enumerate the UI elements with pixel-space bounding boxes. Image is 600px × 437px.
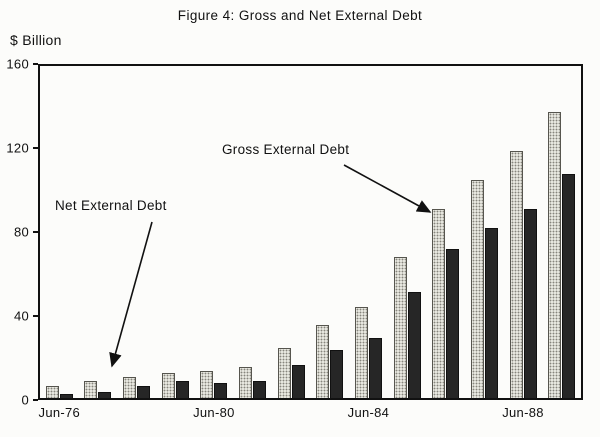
x-tick-label: Jun-76	[38, 405, 81, 420]
net-bar	[175, 381, 189, 398]
net-bar	[59, 393, 73, 398]
bar-group-jun-78	[123, 66, 151, 398]
gross-bar	[161, 373, 175, 398]
chart-title: Figure 4: Gross and Net External Debt	[177, 8, 423, 23]
bar-group-jun-89	[548, 66, 576, 398]
gross-bar	[548, 111, 562, 398]
gross-bar	[470, 180, 484, 398]
bar-group-jun-85	[393, 66, 421, 398]
y-tick-label: 0	[21, 392, 29, 408]
y-axis: 0 40 80 120 160	[0, 57, 38, 408]
bar-group-jun-83	[316, 66, 344, 398]
net-bar	[137, 385, 151, 398]
net-bar	[291, 364, 305, 398]
y-tick-mark	[33, 147, 38, 149]
gross-debt-annotation: Gross External Debt	[222, 142, 350, 157]
net-debt-annotation: Net External Debt	[55, 198, 167, 213]
bar-group-jun-86	[432, 66, 460, 398]
gross-bar	[84, 381, 98, 398]
net-bar	[330, 350, 344, 398]
bar-group-jun-79	[161, 66, 189, 398]
x-tick-label: Jun-80	[193, 405, 235, 420]
bar-group-jun-76: Jun-76	[39, 66, 80, 420]
y-axis-unit-label: $ Billion	[10, 32, 62, 48]
plot-area: Jun-76 Jun-80 Jun-84 Jun-88	[38, 64, 583, 420]
gross-bar	[393, 256, 407, 398]
x-tick-label: Jun-84	[347, 405, 390, 420]
gross-bar	[432, 209, 446, 398]
bar-group-jun-88: Jun-88	[502, 66, 543, 420]
net-bar	[446, 248, 460, 398]
bar-group-jun-77	[84, 66, 112, 398]
gross-bar	[123, 377, 137, 398]
bar-group-jun-82	[277, 66, 305, 398]
bar-group-jun-87	[470, 66, 498, 398]
gross-bar	[200, 371, 214, 398]
y-tick-mark	[33, 315, 38, 317]
gross-bar	[239, 366, 253, 398]
x-tick-label: Jun-88	[502, 405, 544, 420]
gross-bar	[45, 385, 59, 398]
y-tick-label: 40	[13, 308, 29, 324]
net-bar	[484, 227, 498, 398]
y-tick-mark	[33, 63, 38, 65]
net-bar	[214, 383, 228, 398]
gross-bar	[354, 306, 368, 398]
bar-group-jun-80: Jun-80	[193, 66, 234, 420]
y-tick-mark	[33, 231, 38, 233]
gross-bar	[316, 325, 330, 398]
net-bar	[523, 209, 537, 398]
y-tick-label: 80	[13, 224, 29, 240]
net-bar	[98, 391, 112, 398]
net-bar	[562, 173, 576, 398]
gross-bar	[509, 151, 523, 398]
net-bar	[407, 292, 421, 398]
y-tick-label: 120	[6, 140, 29, 156]
gross-bar	[277, 348, 291, 398]
bar-group-jun-81	[239, 66, 267, 398]
y-tick-mark	[33, 399, 38, 401]
net-bar	[253, 381, 267, 398]
net-bar	[368, 337, 382, 398]
y-tick-label: 160	[6, 56, 29, 72]
bar-group-jun-84: Jun-84	[348, 66, 389, 420]
